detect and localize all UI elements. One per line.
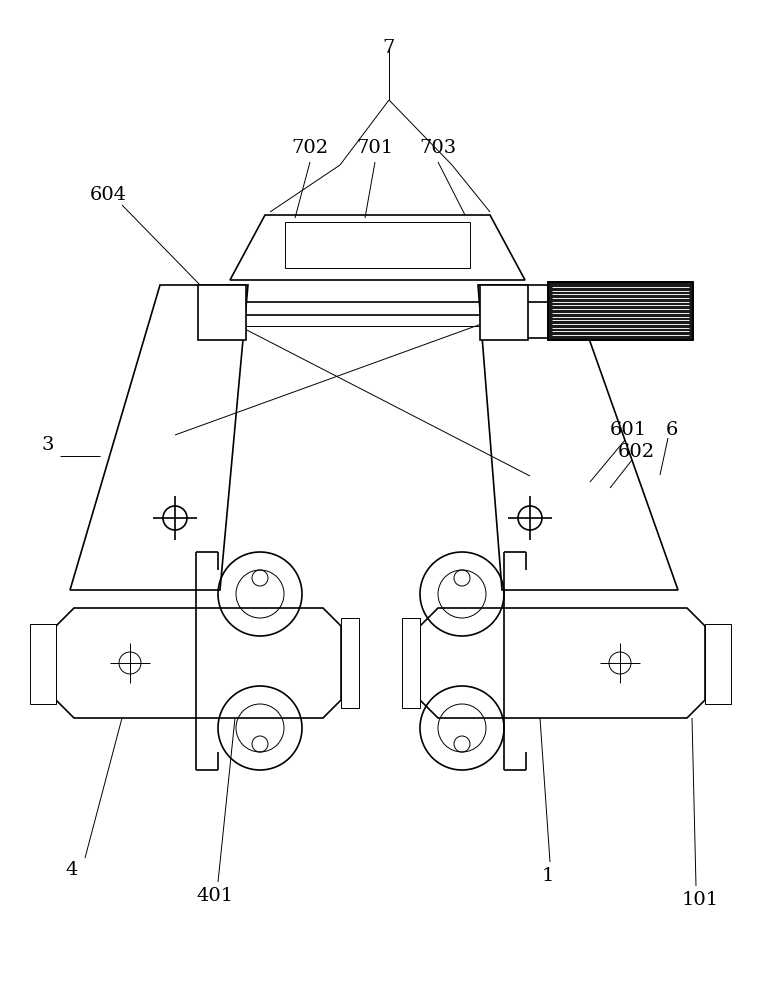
Text: 6: 6 [666, 421, 678, 439]
Polygon shape [70, 285, 248, 590]
Text: 604: 604 [89, 186, 127, 204]
Polygon shape [230, 215, 525, 280]
Bar [341, 618, 359, 708]
Bar [548, 282, 693, 340]
Text: 701: 701 [356, 139, 394, 157]
Bar [198, 285, 246, 340]
Text: 1: 1 [541, 867, 554, 885]
Bar [548, 282, 693, 340]
Polygon shape [56, 608, 341, 718]
Text: 4: 4 [66, 861, 78, 879]
Text: 702: 702 [292, 139, 328, 157]
Text: 602: 602 [618, 443, 654, 461]
Bar [402, 618, 420, 708]
Text: 101: 101 [682, 891, 719, 909]
Text: 401: 401 [196, 887, 233, 905]
Polygon shape [420, 608, 705, 718]
Text: 703: 703 [419, 139, 457, 157]
Bar [480, 285, 528, 340]
Bar [30, 624, 56, 704]
Text: 601: 601 [609, 421, 647, 439]
Text: 3: 3 [42, 436, 54, 454]
Bar [285, 222, 470, 268]
Bar [705, 624, 731, 704]
Text: 7: 7 [383, 39, 395, 57]
Polygon shape [478, 285, 678, 590]
